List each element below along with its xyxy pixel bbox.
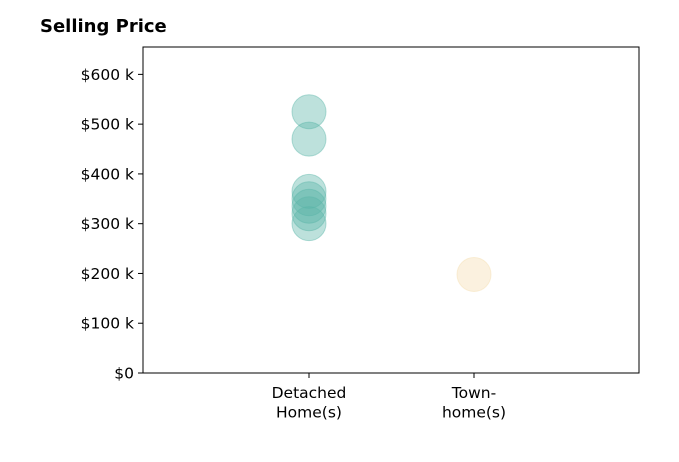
data-point [291, 121, 327, 157]
data-point [291, 206, 327, 242]
x-tick-label: home(s) [442, 404, 506, 422]
data-point [291, 188, 327, 224]
y-tick-label: $400 k [81, 165, 134, 183]
data-point [291, 94, 327, 130]
x-axis: Detached Home(s) Town-home(s) [272, 373, 506, 422]
y-tick-label: $500 k [81, 116, 134, 134]
y-axis: $0 $100 k $200 k $300 k $400 k $500 k $600 k [81, 66, 143, 383]
y-tick-label: $200 k [81, 265, 134, 283]
data-points [291, 94, 492, 292]
y-tick-label: $600 k [81, 66, 134, 84]
data-point [291, 173, 327, 209]
chart-title: Selling Price [40, 16, 167, 37]
data-point [291, 196, 327, 232]
x-tick-label: Home(s) [276, 404, 342, 422]
y-tick-label: $100 k [81, 315, 134, 333]
y-tick-label: $0 [114, 365, 134, 383]
data-point [291, 181, 327, 217]
x-tick-label: Town- [451, 384, 496, 402]
plot-frame [142, 46, 640, 374]
y-tick-label: $300 k [81, 215, 134, 233]
x-tick-label: Detached [272, 384, 347, 402]
data-point [456, 256, 492, 292]
